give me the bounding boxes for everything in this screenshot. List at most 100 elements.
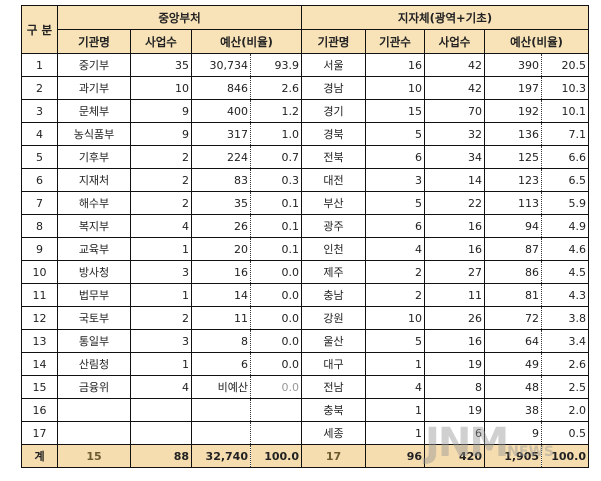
local-project-count: 11 [424, 283, 485, 307]
local-ratio: 10.3 [541, 76, 589, 100]
local-org-count: 1 [365, 421, 425, 445]
central-ratio: 0.1 [250, 191, 302, 215]
row-number: 10 [21, 260, 58, 284]
central-project-count [130, 398, 192, 422]
local-project-count: 8 [424, 375, 485, 399]
local-budget: 38 [484, 398, 542, 422]
total-central-project-count: 88 [130, 444, 192, 468]
budget-table: 구 분 중앙부처 지자체(광역+기초) 기관명 사업수 예산(비율) 기관명 기… [21, 5, 589, 468]
local-ratio: 3.8 [541, 306, 589, 330]
central-budget: 26 [191, 214, 251, 238]
central-budget: 224 [191, 145, 251, 169]
local-ratio: 4.9 [541, 214, 589, 238]
local-org-count: 16 [365, 53, 425, 77]
central-project-count: 9 [130, 122, 192, 146]
local-budget: 136 [484, 122, 542, 146]
central-ratio [250, 398, 302, 422]
local-org-name: 제주 [301, 260, 366, 284]
total-label: 계 [21, 444, 58, 468]
local-budget: 113 [484, 191, 542, 215]
local-ratio: 2.0 [541, 398, 589, 422]
row-number: 12 [21, 306, 58, 330]
central-org-name: 문체부 [57, 99, 131, 123]
central-project-count: 9 [130, 99, 192, 123]
local-project-count-header: 사업수 [424, 29, 485, 54]
local-project-count: 26 [424, 306, 485, 330]
local-project-count: 42 [424, 53, 485, 77]
local-project-count: 19 [424, 352, 485, 376]
row-number: 16 [21, 398, 58, 422]
local-budget: 48 [484, 375, 542, 399]
local-project-count: 16 [424, 214, 485, 238]
local-org-count: 5 [365, 191, 425, 215]
local-budget: 64 [484, 329, 542, 353]
central-budget: 317 [191, 122, 251, 146]
central-project-count: 3 [130, 260, 192, 284]
local-budget: 197 [484, 76, 542, 100]
central-ratio: 0.0 [250, 306, 302, 330]
central-project-count: 2 [130, 168, 192, 192]
local-ratio: 7.1 [541, 122, 589, 146]
central-project-count: 35 [130, 53, 192, 77]
local-org-name: 경북 [301, 122, 366, 146]
local-ratio: 4.3 [541, 283, 589, 307]
local-org-count: 1 [365, 398, 425, 422]
central-project-count: 1 [130, 283, 192, 307]
total-central-ratio: 100.0 [250, 444, 302, 468]
table-row: 13 통일부 3 8 0.0 울산 5 16 64 3.4 [21, 329, 589, 353]
local-org-count: 15 [365, 99, 425, 123]
central-org-name: 법무부 [57, 283, 131, 307]
table-row: 7 해수부 2 35 0.1 부산 5 22 113 5.9 [21, 191, 589, 215]
local-org-name: 대구 [301, 352, 366, 376]
central-ratio: 0.0 [250, 283, 302, 307]
row-number: 14 [21, 352, 58, 376]
local-budget: 72 [484, 306, 542, 330]
local-org-count: 10 [365, 306, 425, 330]
table-row: 2 과기부 10 846 2.6 경남 10 42 197 10.3 [21, 76, 589, 100]
local-ratio: 6.6 [541, 145, 589, 169]
local-project-count: 34 [424, 145, 485, 169]
central-org-name [57, 421, 131, 445]
central-budget: 35 [191, 191, 251, 215]
local-org-count: 1 [365, 352, 425, 376]
local-org-name: 서울 [301, 53, 366, 77]
central-budget: 8 [191, 329, 251, 353]
local-budget: 81 [484, 283, 542, 307]
central-org-name: 통일부 [57, 329, 131, 353]
local-ratio: 0.5 [541, 421, 589, 445]
central-budget: 11 [191, 306, 251, 330]
local-ratio: 4.5 [541, 260, 589, 284]
local-budget: 49 [484, 352, 542, 376]
local-org-name: 충남 [301, 283, 366, 307]
table-row: 10 방사청 3 16 0.0 제주 2 27 86 4.5 [21, 260, 589, 284]
local-org-name: 광주 [301, 214, 366, 238]
local-org-count: 2 [365, 283, 425, 307]
local-budget: 192 [484, 99, 542, 123]
central-org-name: 방사청 [57, 260, 131, 284]
local-org-count: 4 [365, 237, 425, 261]
table-row: 12 국토부 2 11 0.0 강원 10 26 72 3.8 [21, 306, 589, 330]
central-budget: 14 [191, 283, 251, 307]
row-number: 17 [21, 421, 58, 445]
central-budget: 16 [191, 260, 251, 284]
local-ratio: 5.9 [541, 191, 589, 215]
row-number: 5 [21, 145, 58, 169]
local-project-count: 14 [424, 168, 485, 192]
local-budget: 94 [484, 214, 542, 238]
total-central-org-count: 15 [57, 444, 131, 468]
local-ratio: 20.5 [541, 53, 589, 77]
local-org-name: 전남 [301, 375, 366, 399]
local-org-name: 강원 [301, 306, 366, 330]
central-budget: 20 [191, 237, 251, 261]
row-number: 4 [21, 122, 58, 146]
central-project-count: 4 [130, 375, 192, 399]
local-ratio: 3.4 [541, 329, 589, 353]
table-row: 6 지재처 2 83 0.3 대전 3 14 123 6.5 [21, 168, 589, 192]
local-org-name: 경기 [301, 99, 366, 123]
local-project-count: 16 [424, 237, 485, 261]
total-local-budget: 1,905 [484, 444, 542, 468]
total-row: 계 15 88 32,740 100.0 17 96 420 1,905 100.0 [21, 444, 589, 468]
category-header: 구 분 [21, 5, 58, 54]
row-number: 9 [21, 237, 58, 261]
row-number: 3 [21, 99, 58, 123]
